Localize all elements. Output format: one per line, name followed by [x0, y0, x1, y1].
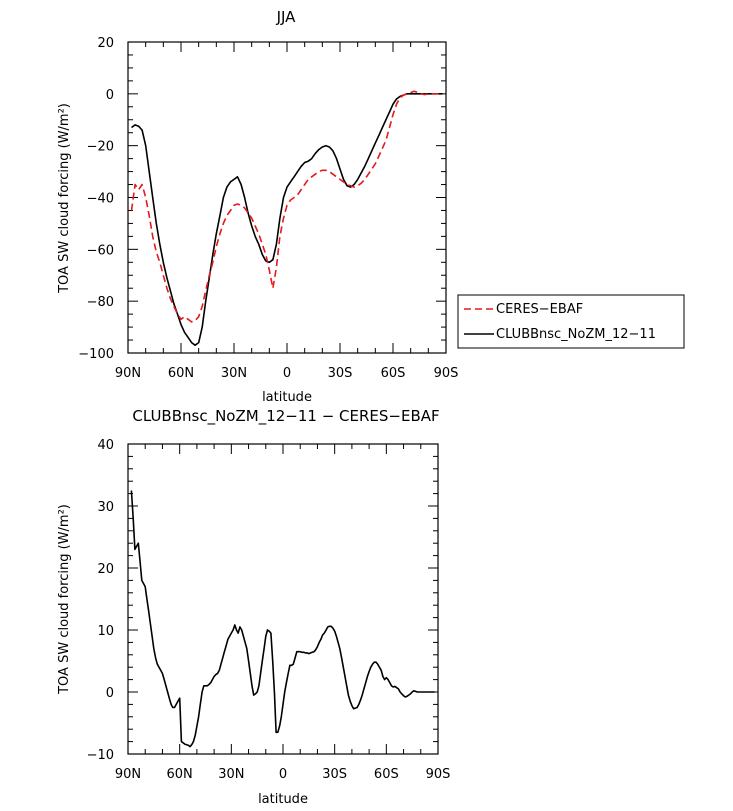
- bottom-xtick-label: 60N: [167, 767, 193, 782]
- bottom-ytick-label: 40: [97, 438, 114, 453]
- bottom-ytick-label: 20: [97, 562, 114, 577]
- top-ytick-label: −60: [87, 243, 114, 258]
- top-xtick-label: 30S: [328, 366, 353, 381]
- top-xtick-label: 90S: [434, 366, 459, 381]
- top-xtick-label: 60N: [168, 366, 194, 381]
- chart-bottom-ylabel: TOA SW cloud forcing (W/m²): [57, 504, 72, 695]
- top-ytick-label: −80: [87, 295, 114, 310]
- bottom-xtick-label: 90S: [426, 767, 451, 782]
- chart-top-ylabel: TOA SW cloud forcing (W/m²): [57, 103, 72, 294]
- chart-top-legend: CERES−EBAF CLUBBnsc_NoZM_12−11: [457, 294, 685, 349]
- bottom-ytick-label: 0: [106, 686, 114, 701]
- bottom-xtick-label: 60S: [374, 767, 399, 782]
- chart-bottom-title: CLUBBnsc_NoZM_12−11 − CERES−EBAF: [132, 407, 439, 426]
- bottom-ytick-label: 30: [97, 500, 114, 515]
- chart-top-title: JJA: [276, 8, 297, 26]
- top-ytick-label: −40: [87, 192, 114, 207]
- bottom-xtick-label: 30S: [322, 767, 347, 782]
- chart-bottom-ticks: 90N 60N 30N 0 30S 60S 90S 40 30 20 10 0 −10: [87, 438, 451, 782]
- legend-label-ceres: CERES−EBAF: [496, 302, 583, 317]
- chart-bottom: CLUBBnsc_NoZM_12−11 − CERES−EBAF 90N 60N 3…: [57, 407, 450, 807]
- top-ytick-label: 20: [97, 36, 114, 51]
- top-xtick-label: 90N: [115, 366, 141, 381]
- top-series-line-0: [130, 90, 443, 323]
- chart-top-plot-area: [127, 41, 447, 354]
- chart-bottom-series: [130, 490, 435, 748]
- bottom-xtick-label: 90N: [115, 767, 141, 782]
- bottom-xtick-label: 0: [279, 767, 287, 782]
- top-series-line-1: [131, 93, 443, 347]
- top-ytick-label: −20: [87, 140, 114, 155]
- chart-top: JJA 90N 60N 30N 0 30S 60S 90S 20 0 −20 −40 −60 −80 −1…: [57, 8, 685, 405]
- top-ytick-label: 0: [106, 88, 114, 103]
- bottom-ytick-label: 10: [97, 624, 114, 639]
- chart-top-xlabel: latitude: [262, 390, 312, 405]
- top-xtick-label: 0: [283, 366, 291, 381]
- bottom-xtick-label: 30N: [218, 767, 244, 782]
- legend-label-clubb: CLUBBnsc_NoZM_12−11: [496, 327, 656, 342]
- top-xtick-label: 30N: [221, 366, 247, 381]
- chart-top-series: [130, 90, 443, 347]
- chart-top-ticks: 90N 60N 30N 0 30S 60S 90S 20 0 −20 −40 −60 −80 −100: [78, 36, 458, 381]
- bottom-series-line-0: [130, 490, 435, 748]
- legend-box: [457, 294, 685, 349]
- chart-bottom-xlabel: latitude: [258, 792, 308, 807]
- bottom-ytick-label: −10: [87, 748, 114, 763]
- top-xtick-label: 60S: [381, 366, 406, 381]
- top-ytick-label: −100: [78, 347, 114, 362]
